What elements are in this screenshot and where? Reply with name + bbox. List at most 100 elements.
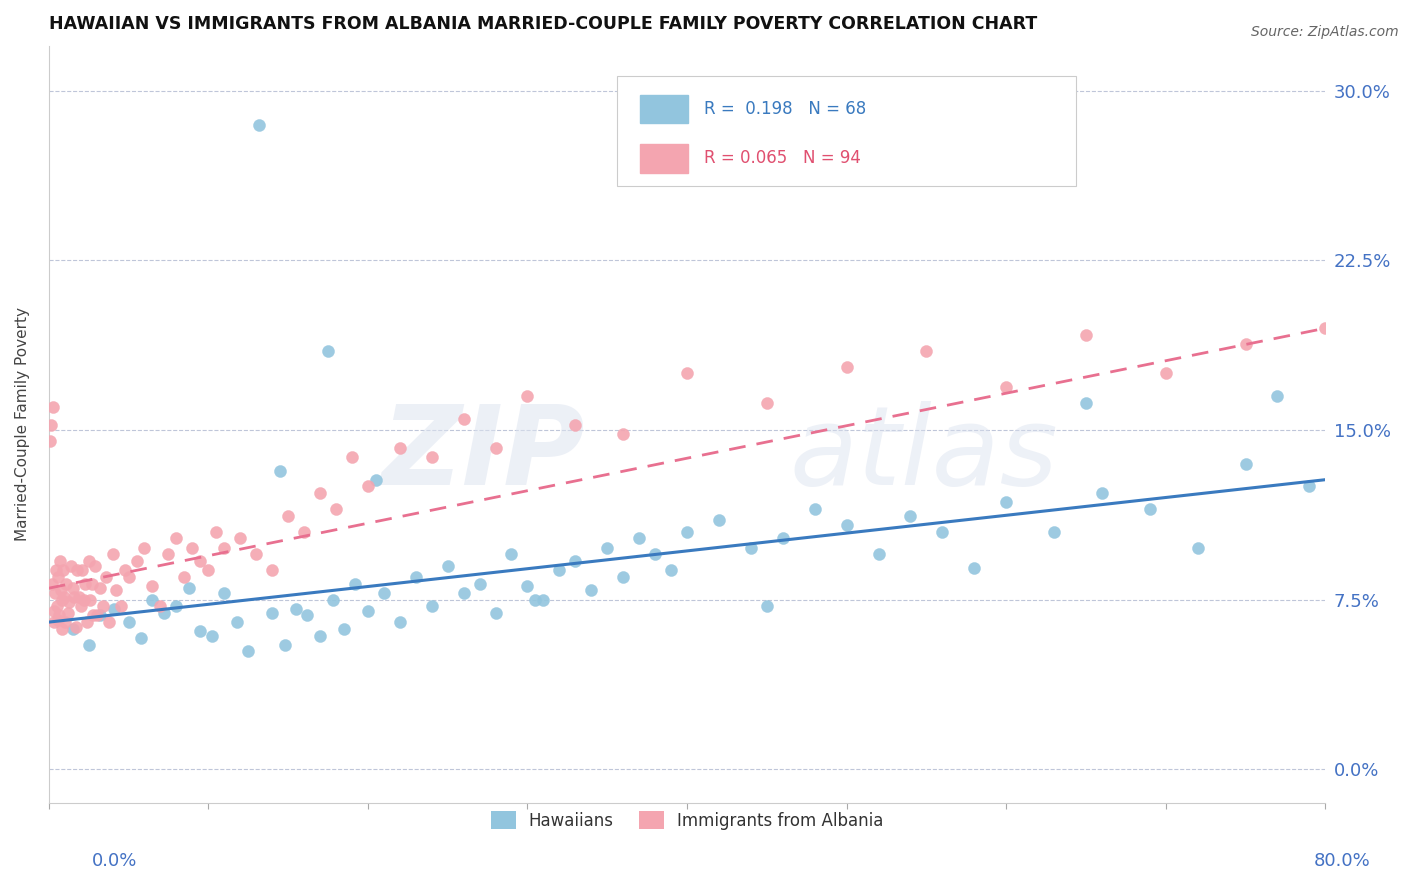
Point [772, 532, 794, 546]
Point [1267, 389, 1289, 403]
Point [72, 563, 94, 577]
Y-axis label: Married-Couple Family Poverty: Married-Couple Family Poverty [15, 308, 30, 541]
Point [41, 576, 63, 591]
Point [676, 367, 699, 381]
Point [149, 599, 172, 614]
Point [60, 558, 83, 573]
Point [205, 524, 228, 539]
Point [453, 585, 475, 599]
Point [69, 599, 91, 614]
Point [364, 473, 387, 487]
Point [56, 606, 79, 620]
Point [117, 570, 139, 584]
Point [531, 592, 554, 607]
Point [285, 601, 308, 615]
Point [66, 563, 89, 577]
Point [188, 554, 211, 568]
Point [963, 561, 986, 575]
Point [104, 583, 127, 598]
Point [1298, 479, 1320, 493]
Point [82, 608, 104, 623]
Point [995, 495, 1018, 509]
Point [179, 581, 201, 595]
Point [77, 638, 100, 652]
Point [420, 599, 443, 614]
Point [292, 524, 315, 539]
Point [245, 547, 267, 561]
Point [110, 599, 132, 614]
Text: 80.0%: 80.0% [1315, 852, 1371, 870]
Point [309, 629, 332, 643]
Point [46, 613, 69, 627]
Point [297, 608, 319, 623]
Text: Source: ZipAtlas.com: Source: ZipAtlas.com [1251, 25, 1399, 39]
Point [134, 541, 156, 555]
Point [309, 486, 332, 500]
Point [373, 585, 395, 599]
Point [49, 554, 72, 568]
Point [659, 563, 682, 577]
Text: R =  0.198   N = 68: R = 0.198 N = 68 [703, 100, 866, 118]
Point [114, 563, 136, 577]
Point [835, 359, 858, 374]
Point [39, 434, 62, 449]
Point [1043, 524, 1066, 539]
Point [516, 579, 538, 593]
Point [564, 418, 586, 433]
Point [62, 622, 84, 636]
Point [755, 396, 778, 410]
Point [484, 606, 506, 620]
Point [915, 343, 938, 358]
Point [340, 450, 363, 464]
Point [612, 570, 634, 584]
Point [229, 532, 252, 546]
Point [117, 615, 139, 629]
Point [322, 592, 344, 607]
Point [344, 576, 367, 591]
Point [152, 606, 174, 620]
Point [238, 644, 260, 658]
Point [1139, 502, 1161, 516]
Point [388, 441, 411, 455]
Point [75, 576, 97, 591]
Point [484, 441, 506, 455]
Point [1234, 337, 1257, 351]
Point [188, 624, 211, 639]
Point [214, 585, 236, 599]
Point [63, 591, 86, 605]
Point [79, 592, 101, 607]
Point [316, 343, 339, 358]
Point [45, 563, 67, 577]
Point [101, 547, 124, 561]
Point [96, 570, 118, 584]
Point [262, 563, 284, 577]
Point [67, 591, 90, 605]
Point [676, 524, 699, 539]
Point [103, 601, 125, 615]
Point [755, 599, 778, 614]
Point [77, 554, 100, 568]
Point [501, 547, 523, 561]
Point [49, 583, 72, 598]
Point [564, 554, 586, 568]
Point [125, 554, 148, 568]
Point [707, 513, 730, 527]
Point [612, 427, 634, 442]
Point [165, 532, 187, 546]
Point [226, 615, 249, 629]
Point [89, 608, 111, 623]
Point [84, 558, 107, 573]
Point [274, 638, 297, 652]
Point [325, 502, 347, 516]
Point [436, 558, 458, 573]
Point [247, 118, 270, 132]
Point [262, 606, 284, 620]
Text: atlas: atlas [789, 401, 1057, 508]
Point [269, 464, 291, 478]
Point [524, 592, 547, 607]
Point [46, 570, 69, 584]
Point [48, 608, 70, 623]
Point [405, 570, 427, 584]
Point [76, 615, 98, 629]
Point [1234, 457, 1257, 471]
